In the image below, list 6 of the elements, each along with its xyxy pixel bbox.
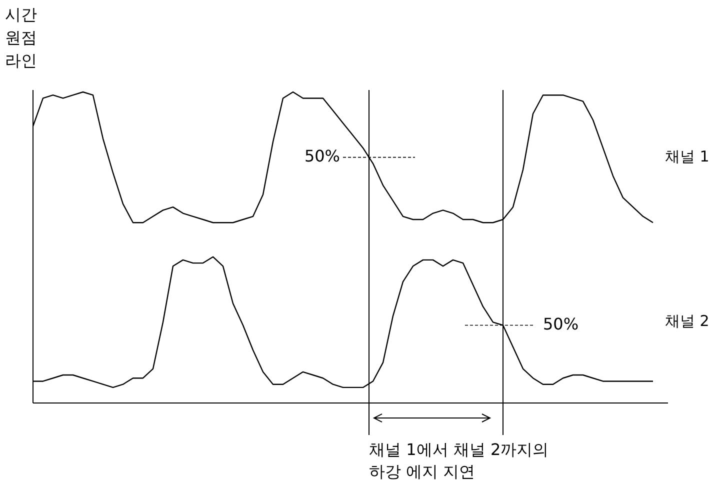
- y-axis-title: 시간 원점 라인: [5, 5, 37, 70]
- text: 채널 2: [665, 312, 710, 330]
- annotation: 50%: [304, 146, 340, 166]
- text: 채널 1: [665, 147, 710, 166]
- text: 채널 1에서 채널 2까지의 하강 에지 지연: [369, 440, 549, 481]
- annotation: 50%: [543, 314, 579, 334]
